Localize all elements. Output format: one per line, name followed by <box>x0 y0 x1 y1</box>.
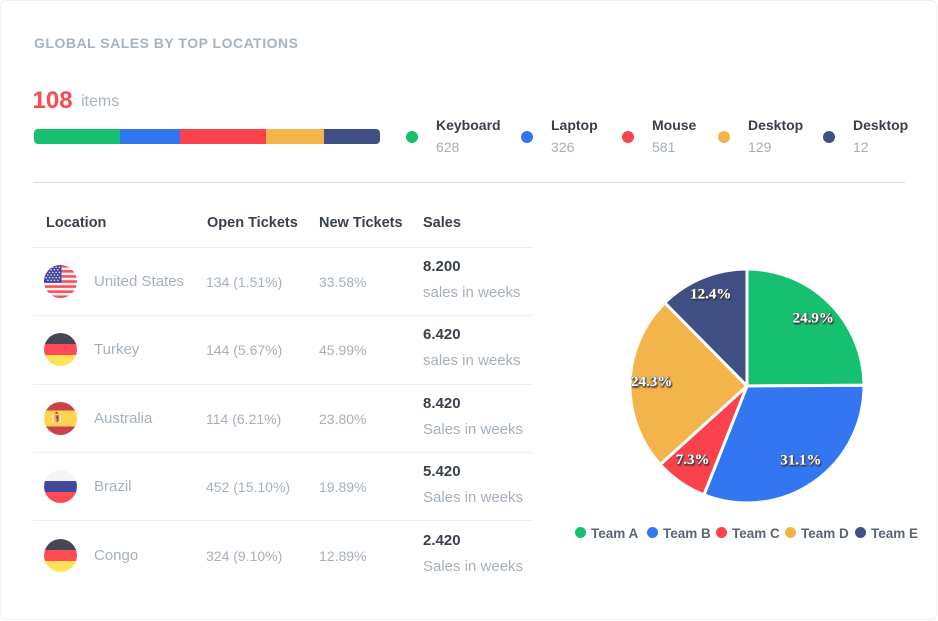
svg-text:7.3%: 7.3% <box>676 452 710 468</box>
svg-text:31.1%: 31.1% <box>780 453 821 469</box>
svg-text:24.9%: 24.9% <box>793 311 834 327</box>
svg-text:24.3%: 24.3% <box>631 374 672 390</box>
svg-text:12.4%: 12.4% <box>690 286 731 302</box>
